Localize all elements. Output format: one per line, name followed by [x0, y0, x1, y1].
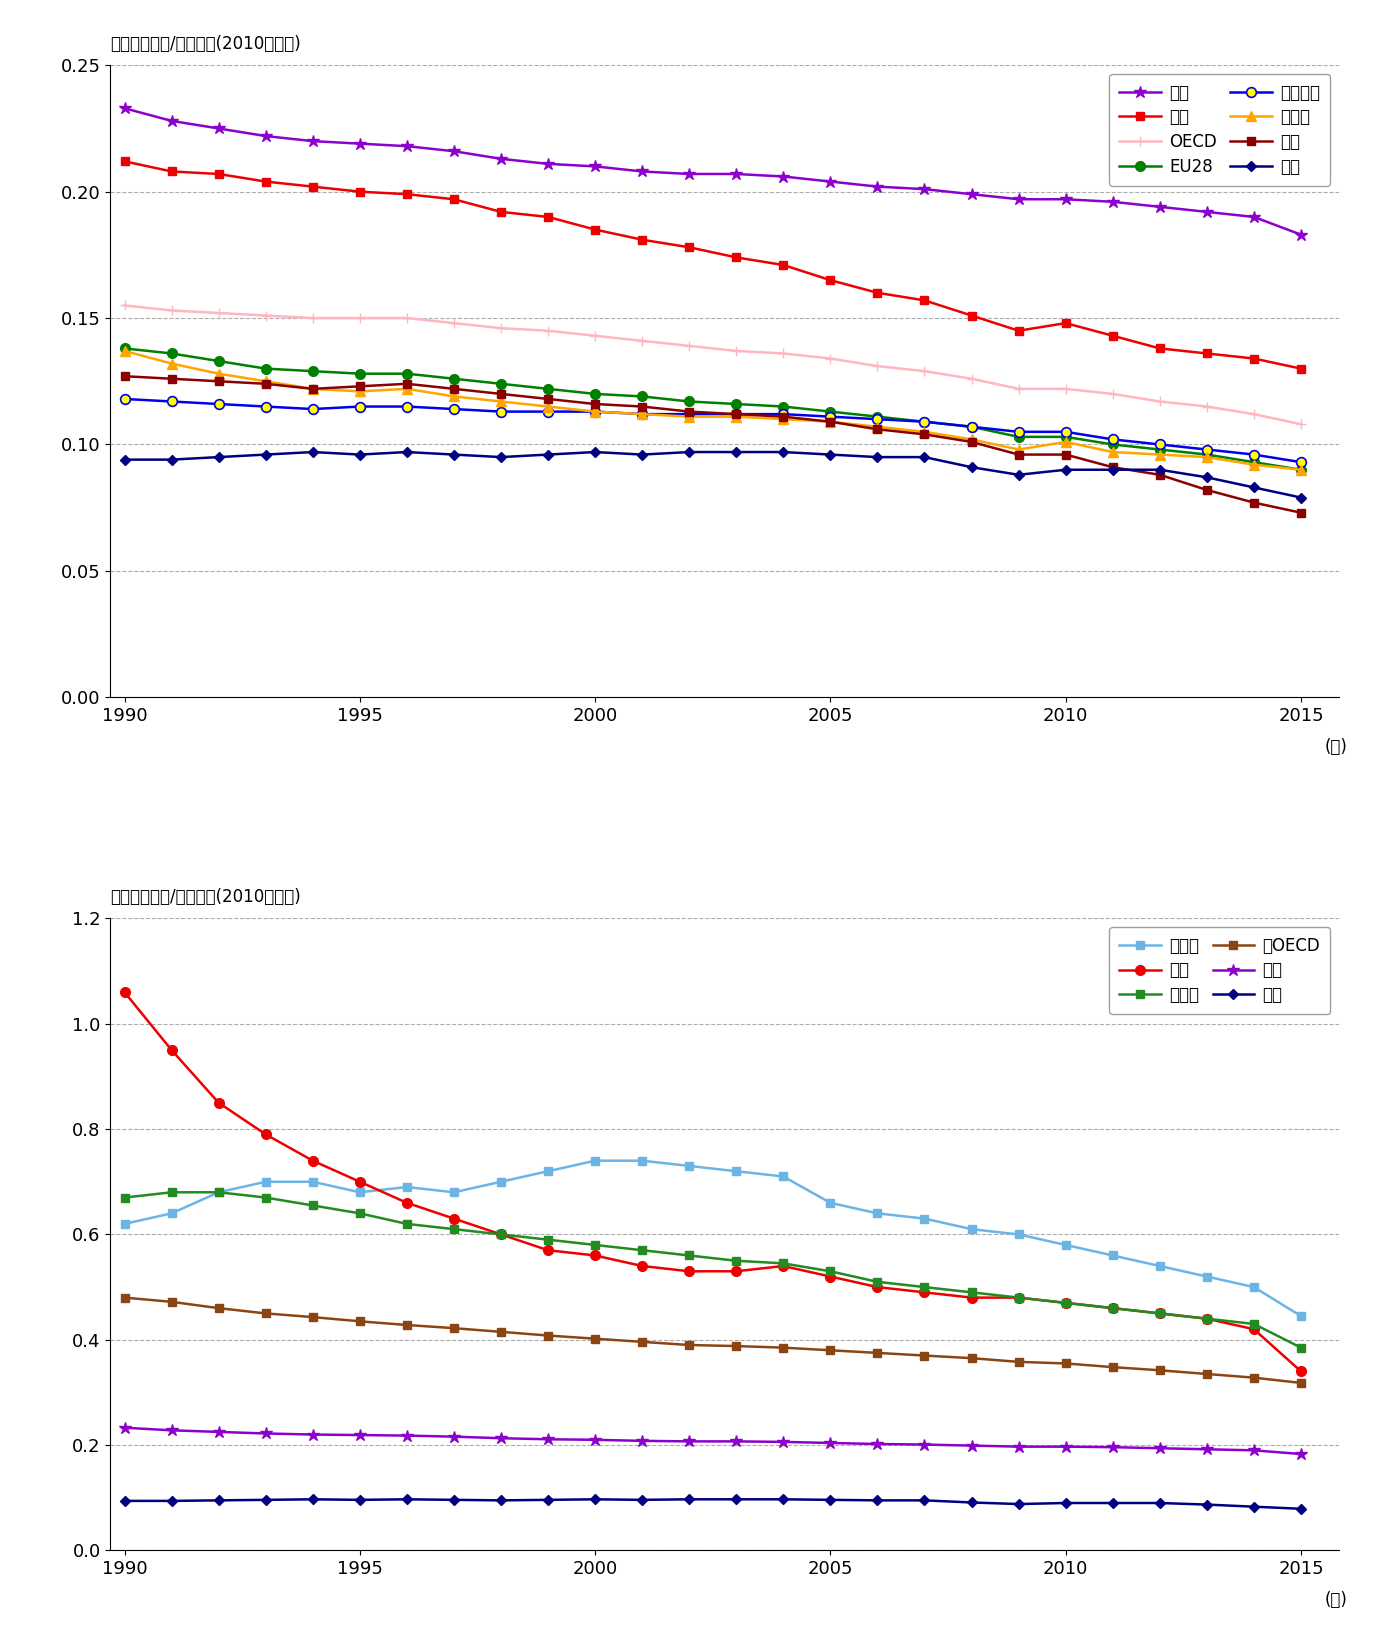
Legend: ロシア, 中国, インド, 非OECD, 世界, 日本: ロシア, 中国, インド, 非OECD, 世界, 日本 — [1110, 927, 1330, 1013]
Text: 石油換算トン/千米ドル(2010年基準): 石油換算トン/千米ドル(2010年基準) — [110, 34, 301, 52]
Legend: 世界, 米国, OECD, EU28, フランス, ドイツ, 英国, 日本: 世界, 米国, OECD, EU28, フランス, ドイツ, 英国, 日本 — [1110, 73, 1330, 186]
Text: 石油換算トン/千米ドル(2010年基準): 石油換算トン/千米ドル(2010年基準) — [110, 888, 301, 906]
Text: (年): (年) — [1325, 738, 1347, 756]
Text: (年): (年) — [1325, 1591, 1347, 1609]
